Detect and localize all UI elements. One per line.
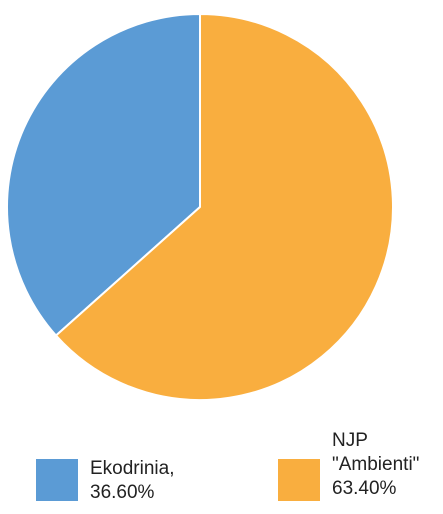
legend-swatch-njp-ambienti <box>278 459 320 501</box>
legend-item-ekodrinia: Ekodrinia, 36.60% <box>36 457 175 505</box>
pie-slice-njp-ambienti <box>55 13 394 401</box>
legend-label-ekodrinia-line2: 36.60% <box>90 482 155 503</box>
legend-label-njp-ambienti-line3: 63.40% <box>332 478 397 499</box>
legend-label-ekodrinia: Ekodrinia, 36.60% <box>90 457 175 505</box>
legend-label-njp-ambienti-line2: "Ambienti" <box>332 454 420 475</box>
legend-item-njp-ambienti: NJP "Ambienti" 63.40% <box>278 430 419 501</box>
legend-swatch-ekodrinia <box>36 459 78 501</box>
legend-label-njp-ambienti-line1: NJP <box>332 430 368 451</box>
legend-label-njp-ambienti: NJP "Ambienti" 63.40% <box>332 429 419 501</box>
legend-label-ekodrinia-line1: Ekodrinia, <box>90 458 175 479</box>
pie-slice-ekodrinia <box>6 13 201 337</box>
pie-chart <box>6 13 394 401</box>
